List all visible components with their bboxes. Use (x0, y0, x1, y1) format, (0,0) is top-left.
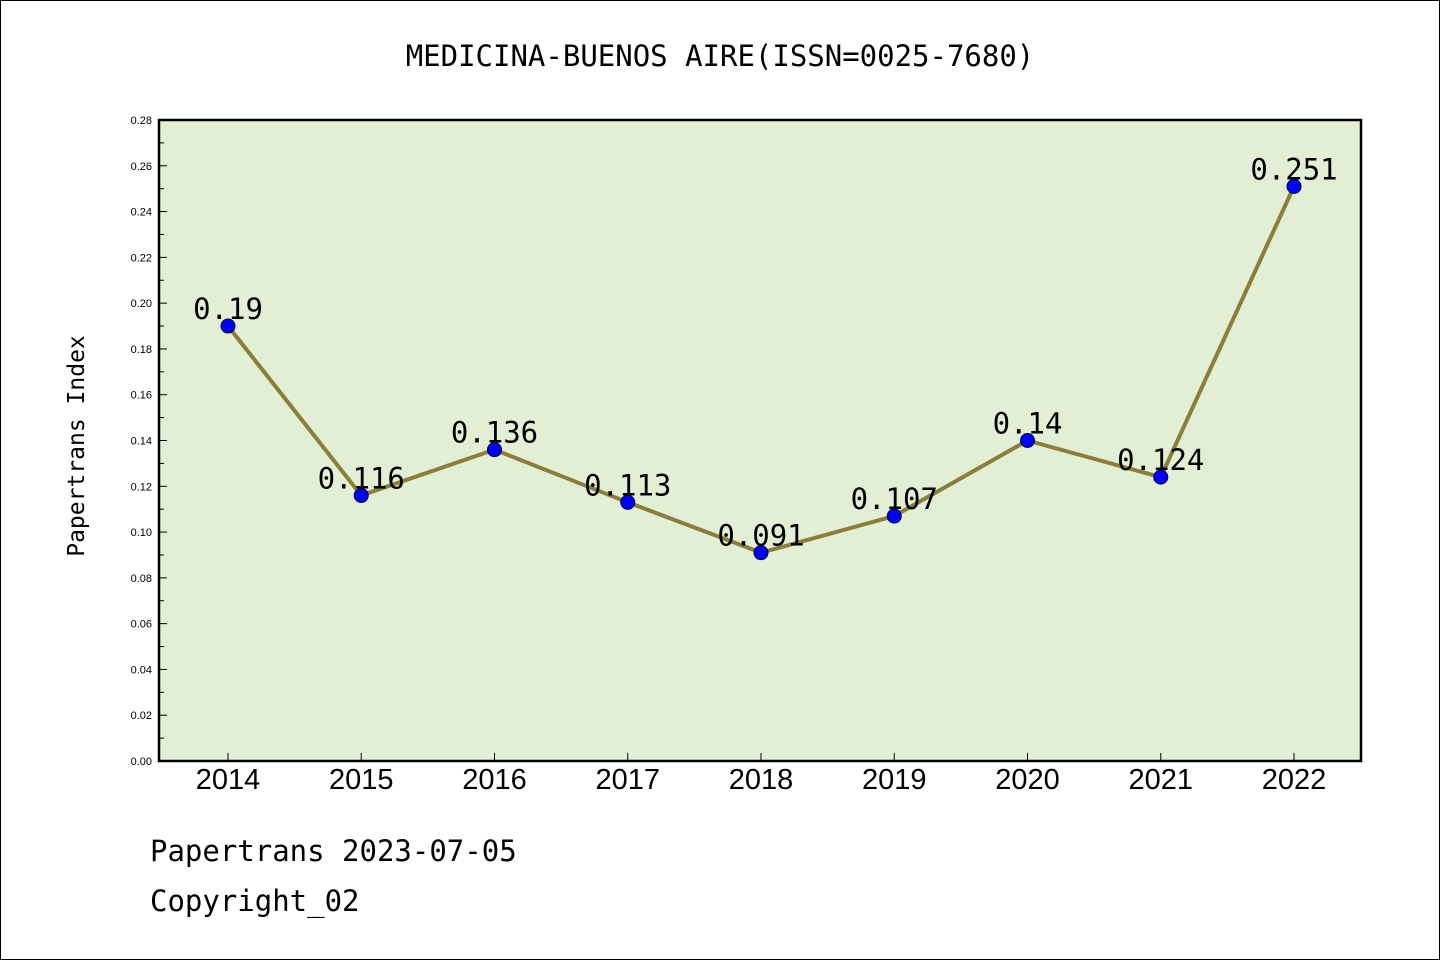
x-tick-label: 2015 (329, 764, 394, 796)
data-point (1020, 433, 1035, 448)
data-point (220, 318, 236, 334)
y-tick-label: 0.26 (131, 161, 152, 173)
chart-title: MEDICINA-BUENOS AIRE(ISSN=0025-7680) (406, 39, 1035, 73)
x-tick-label: 2019 (862, 764, 927, 796)
footer-copyright: Copyright_02 (150, 884, 360, 918)
data-label: 0.113 (584, 468, 671, 502)
x-tick-label: 2018 (729, 764, 794, 796)
y-tick-label: 0.22 (131, 252, 152, 264)
data-label: 0.251 (1250, 152, 1337, 186)
data-label: 0.107 (851, 482, 938, 516)
plot-border (157, 118, 1363, 763)
data-point (1153, 469, 1169, 485)
data-point (620, 494, 636, 510)
y-tick-label: 0.06 (131, 619, 152, 631)
y-tick-label: 0.00 (131, 756, 152, 768)
data-label-group: 0.19 0.116 0.136 0.113 0.091 0.107 0.14 0.124 0.… (193, 152, 1338, 552)
y-axis-label: Papertrans Index (64, 335, 90, 557)
y-tick-label: 0.18 (131, 344, 152, 356)
x-axis: 2014 2015 2016 2017 2018 2019 2020 2021 2022 (196, 753, 1327, 796)
data-label: 0.091 (717, 519, 804, 553)
y-tick-label: 0.02 (131, 710, 152, 722)
x-tick-label: 2020 (995, 764, 1060, 796)
x-tick-label: 2016 (462, 764, 527, 796)
x-tick-label: 2022 (1262, 764, 1327, 796)
data-label: 0.124 (1117, 443, 1204, 477)
y-tick-label: 0.16 (131, 390, 152, 402)
y-tick-label: 0.08 (131, 573, 152, 585)
y-tick-label: 0.28 (131, 115, 152, 127)
y-tick-label: 0.04 (131, 664, 152, 676)
y-axis: 0.00 0.02 0.04 0.06 0.08 0.10 0.12 0.14 0.16 0.18… (131, 115, 167, 768)
y-tick-label: 0.14 (131, 436, 152, 448)
data-point (1286, 178, 1302, 194)
y-tick-label: 0.20 (131, 298, 152, 310)
data-label: 0.14 (993, 407, 1063, 441)
data-label: 0.19 (193, 292, 263, 326)
data-label: 0.116 (318, 461, 405, 495)
y-tick-label: 0.10 (131, 527, 152, 539)
plot-area (159, 120, 1361, 761)
data-point (353, 487, 369, 503)
x-tick-label: 2014 (196, 764, 261, 796)
y-tick-label: 0.24 (131, 207, 152, 219)
data-point (753, 545, 769, 561)
marker-group (220, 178, 1302, 561)
footer-date: Papertrans 2023-07-05 (150, 834, 517, 868)
data-label: 0.136 (451, 416, 538, 450)
y-tick-label: 0.12 (131, 481, 152, 493)
x-tick-label: 2021 (1128, 764, 1193, 796)
data-point (487, 442, 502, 458)
x-tick-label: 2017 (595, 764, 660, 796)
data-point (886, 508, 902, 524)
